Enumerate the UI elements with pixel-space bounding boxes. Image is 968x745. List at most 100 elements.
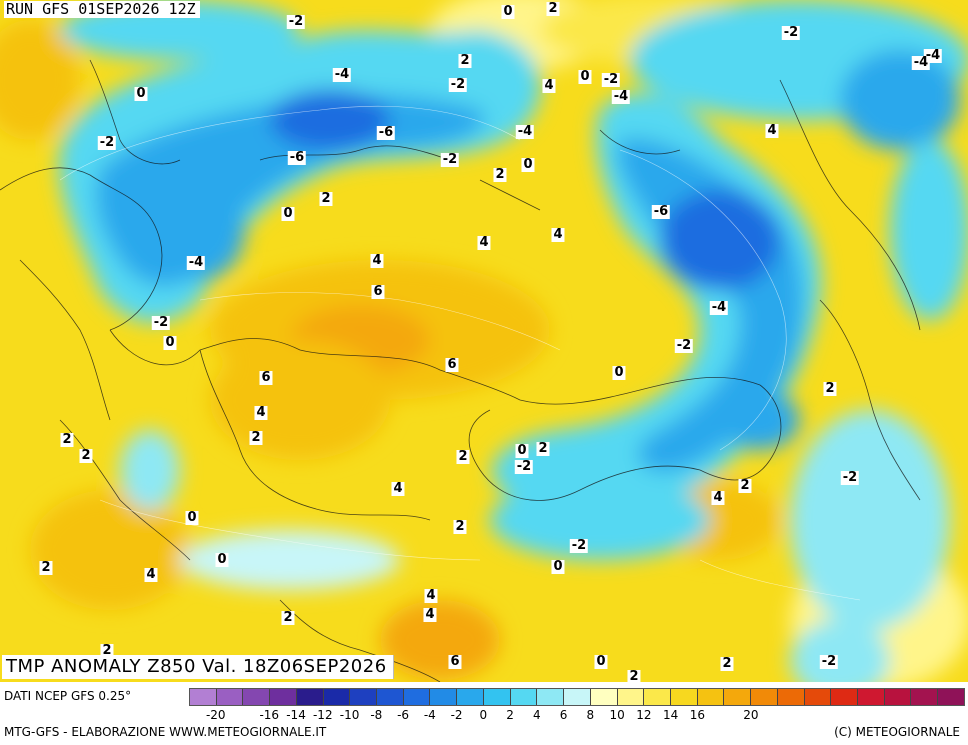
contour-label: 2 [738,478,752,493]
anomaly-title: TMP ANOMALY Z850 Val. 18Z06SEP2026 [2,655,394,679]
contour-label: -6 [651,204,671,219]
contour-label: 4 [370,253,384,268]
contour-label: 2 [458,53,472,68]
contour-label: -6 [287,150,307,165]
contour-label: 2 [39,560,53,575]
run-title: RUN GFS 01SEP2026 12Z [4,1,200,18]
contour-label: -4 [611,89,631,104]
contour-label: -2 [514,459,534,474]
legend-swatch [296,689,324,705]
contour-label: 0 [551,559,565,574]
contour-label: -2 [840,470,860,485]
contour-label: 2 [281,610,295,625]
contour-label: -2 [440,152,460,167]
contour-label: -2 [819,654,839,669]
contour-label: 4 [477,235,491,250]
legend-tick-label: 6 [559,708,568,722]
legend-swatch [350,689,378,705]
contour-label: -2 [601,72,621,87]
contour-label: 0 [515,443,529,458]
legend-swatch [564,689,591,705]
legend-tick-label: -12 [312,708,333,722]
anomaly-field [0,0,968,682]
contour-label: 0 [215,552,229,567]
contour-label: 0 [578,69,592,84]
legend-tick-label: 0 [479,708,488,722]
legend-swatch [751,689,778,705]
legend-tick-label: -2 [450,708,463,722]
contour-label: 0 [281,206,295,221]
contour-label: 4 [423,607,437,622]
contour-label: 4 [542,78,556,93]
legend-swatch [670,689,698,705]
contour-label: 0 [134,86,148,101]
legend-swatch [590,689,618,705]
contour-label: 0 [594,654,608,669]
contour-label: 4 [144,567,158,582]
legend-tick-label: -20 [205,708,226,722]
contour-label: -4 [186,255,206,270]
legend-tick-label: -16 [259,708,280,722]
legend-swatch [190,689,217,705]
legend-tick-label: 10 [609,708,625,722]
legend-tick-label: -6 [397,708,410,722]
legend-swatch [697,689,725,705]
contour-label: 0 [163,335,177,350]
contour-label: -2 [781,25,801,40]
legend-swatch [483,689,511,705]
legend-tick-label: -8 [370,708,383,722]
legend-swatch [243,689,271,705]
contour-label: 2 [319,191,333,206]
legend-tick-label: 14 [663,708,679,722]
contour-label: -4 [709,300,729,315]
contour-label: 6 [259,370,273,385]
legend-tick-label: -4 [423,708,436,722]
legend-swatch [777,689,805,705]
legend-tick-label: 2 [506,708,514,722]
contour-label: 6 [445,357,459,372]
legend-tick-label: 4 [533,708,541,722]
contour-label: 0 [612,365,626,380]
contour-label: 4 [765,123,779,138]
legend-swatch [617,689,645,705]
legend-swatch [831,689,858,705]
contour-label: -2 [448,77,468,92]
legend-swatch [911,689,939,705]
legend-tick-label: -10 [339,708,360,722]
contour-label: -2 [569,538,589,553]
contour-label: 4 [254,405,268,420]
anomaly-map [0,0,968,682]
legend-swatch [644,689,671,705]
color-legend-bar [189,688,965,706]
contour-label: 2 [79,448,93,463]
contour-label: 4 [711,490,725,505]
contour-label: 4 [551,227,565,242]
copyright-text: (C) METEOGIORNALE [834,725,960,739]
contour-label: 2 [720,656,734,671]
contour-label: 2 [456,449,470,464]
contour-label: -4 [332,67,352,82]
contour-label: 0 [521,157,535,172]
legend-swatch [403,689,431,705]
contour-label: -6 [376,125,396,140]
legend-swatch [884,689,912,705]
legend-tick-label: 16 [689,708,706,722]
legend-swatch [216,689,244,705]
legend-tick-label: 8 [586,708,595,722]
legend-swatch [857,689,885,705]
contour-label: 2 [493,167,507,182]
contour-label: -2 [97,135,117,150]
contour-label: -4 [515,124,535,139]
legend-tick-label: 20 [743,708,759,722]
legend-swatch [323,689,351,705]
contour-label: 0 [501,4,515,19]
contour-label: 2 [249,430,263,445]
legend-swatch [430,689,458,705]
credit-text: MTG-GFS - ELABORAZIONE WWW.METEOGIORNALE… [4,725,327,739]
legend-swatch [724,689,752,705]
contour-label: 4 [391,481,405,496]
contour-label: 0 [185,510,199,525]
legend-swatch [804,689,832,705]
contour-label: 2 [453,519,467,534]
contour-label: 4 [424,588,438,603]
